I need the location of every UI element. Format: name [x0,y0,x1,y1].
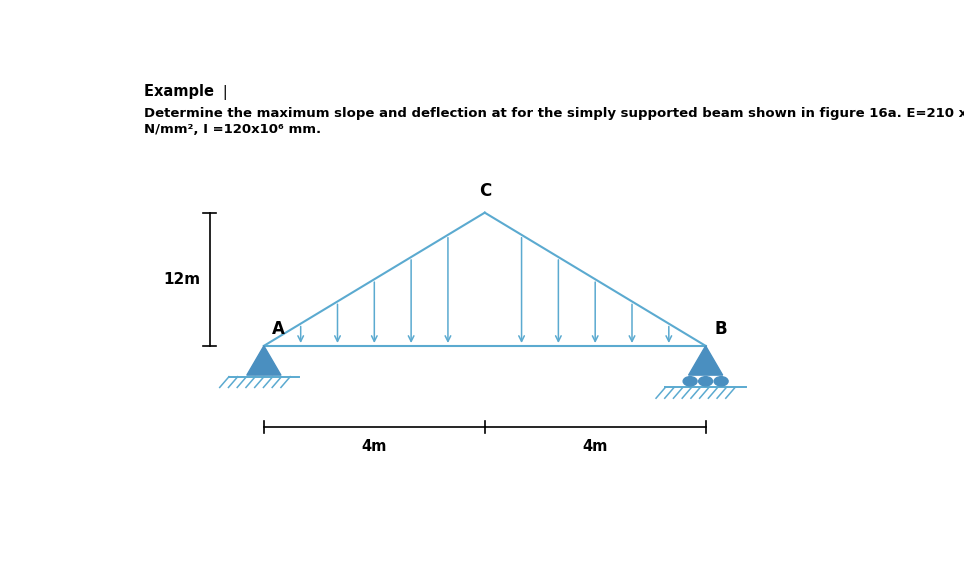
Text: C: C [478,183,491,200]
Ellipse shape [714,377,728,386]
Text: B: B [715,320,728,338]
Text: Example ❘: Example ❘ [144,84,231,100]
Polygon shape [688,346,723,375]
Ellipse shape [683,377,697,386]
Text: 12m: 12m [163,272,201,287]
Text: 4m: 4m [582,439,608,454]
Text: A: A [272,320,284,338]
Text: N/mm², I =120x10⁶ mm.: N/mm², I =120x10⁶ mm. [144,123,321,136]
Polygon shape [247,346,281,375]
Text: Determine the maximum slope and deflection at for the simply supported beam show: Determine the maximum slope and deflecti… [144,107,964,120]
Ellipse shape [699,377,712,386]
Text: 4m: 4m [362,439,387,454]
